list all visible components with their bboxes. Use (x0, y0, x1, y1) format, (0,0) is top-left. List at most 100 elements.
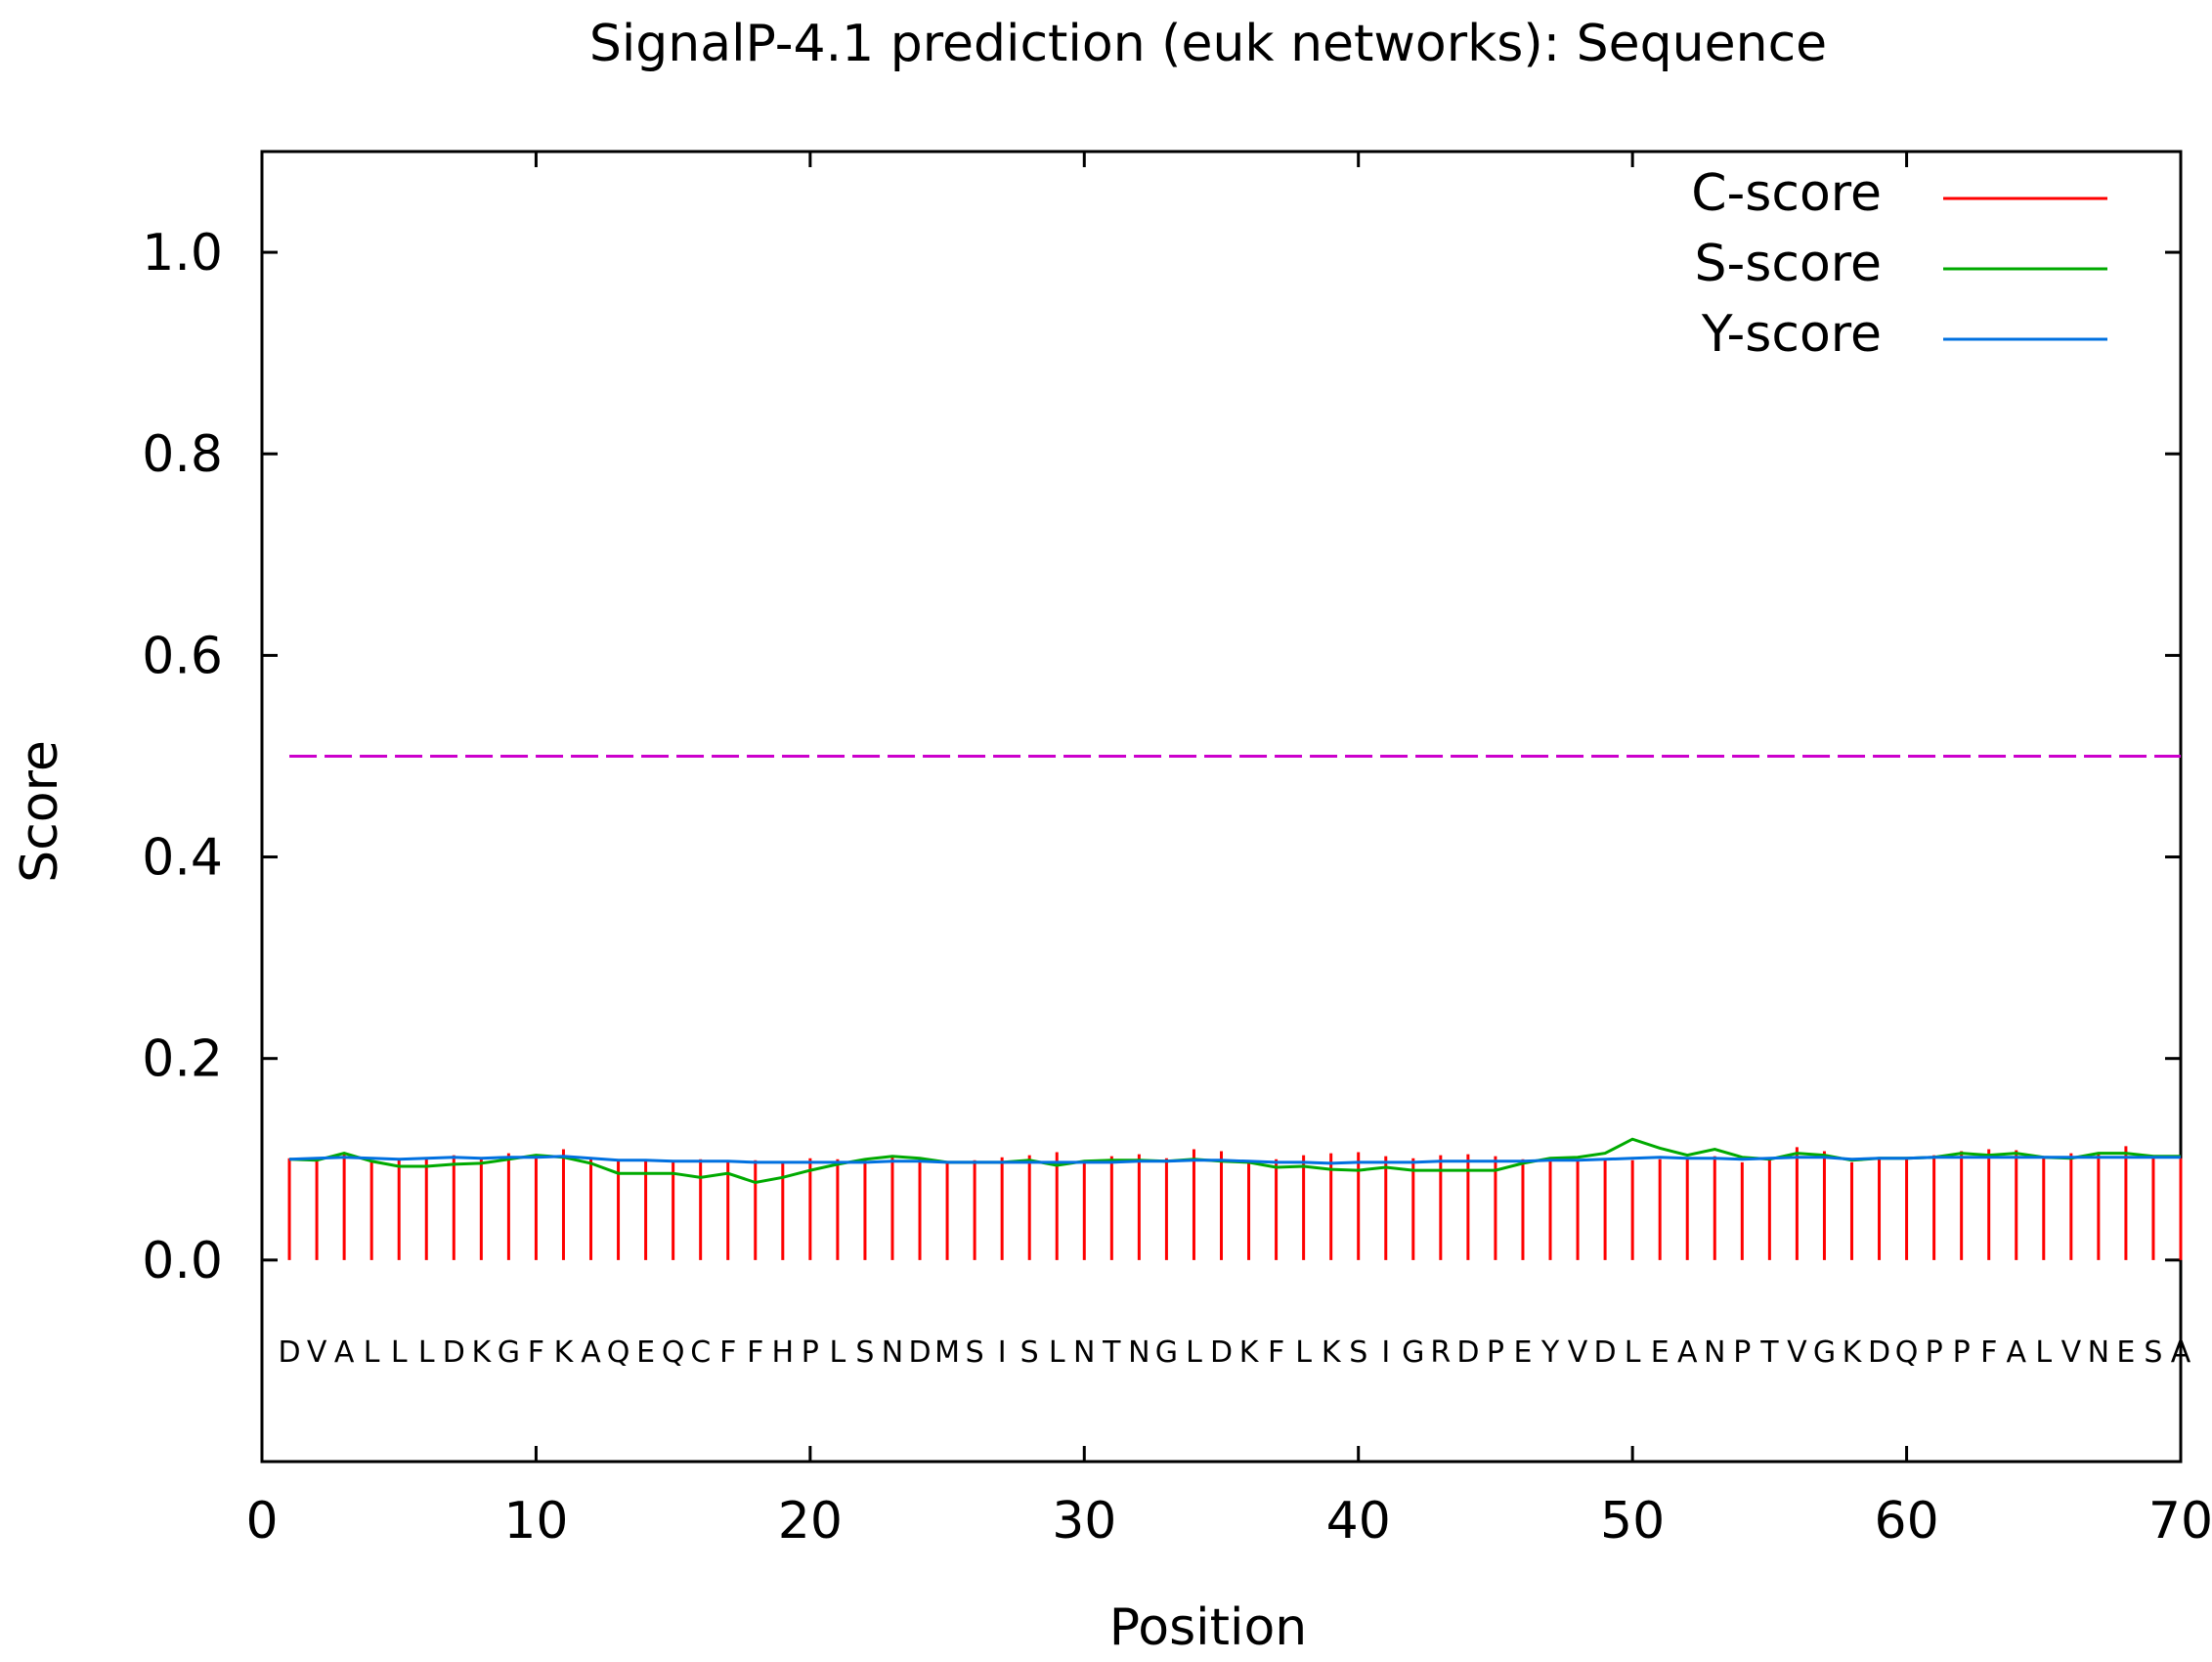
residue-label: S (1349, 1335, 1367, 1370)
c-score-series (287, 1146, 2183, 1260)
x-tick-label: 0 (245, 1492, 278, 1551)
residue-label: Q (607, 1335, 630, 1370)
residue-label: N (1073, 1335, 1095, 1370)
y-axis-label: Score (11, 740, 69, 883)
residue-label: D (1456, 1335, 1479, 1370)
x-tick-label: 70 (2148, 1492, 2212, 1551)
legend: C-score S-score Y-score (1691, 164, 2107, 364)
y-tick-label: 0.8 (142, 425, 223, 484)
residue-label: K (554, 1335, 575, 1370)
residue-label: T (1102, 1335, 1121, 1370)
x-tick-label: 30 (1052, 1492, 1116, 1551)
residue-label: L (1049, 1335, 1065, 1370)
y-tick-label: 0.6 (142, 627, 223, 685)
residue-label: V (2061, 1335, 2082, 1370)
plot-area (260, 150, 2183, 1464)
residue-label: H (772, 1335, 795, 1370)
residue-label: G (1155, 1335, 1178, 1370)
residue-label: I (1381, 1335, 1390, 1370)
residue-label: N (1128, 1335, 1149, 1370)
residue-label: V (1568, 1335, 1588, 1370)
residue-label: K (1322, 1335, 1342, 1370)
residue-label: P (1953, 1335, 1971, 1370)
legend-label-y-score: Y-score (1701, 305, 1882, 364)
residue-label: L (418, 1335, 435, 1370)
x-tick-label: 50 (1600, 1492, 1665, 1551)
residue-label: F (1980, 1335, 1997, 1370)
x-tick-label: 10 (503, 1492, 568, 1551)
residue-label: F (1268, 1335, 1284, 1370)
residue-label: I (998, 1335, 1007, 1370)
residue-label: P (1487, 1335, 1504, 1370)
x-axis-label: Position (1109, 1598, 1307, 1657)
y-tick-label: 0.2 (142, 1030, 223, 1089)
residue-label: R (1430, 1335, 1451, 1370)
residue-label: P (1733, 1335, 1751, 1370)
residue-label: L (830, 1335, 846, 1370)
residue-label: K (1843, 1335, 1863, 1370)
residue-label: L (1625, 1335, 1641, 1370)
chart-title: SignalP-4.1 prediction (euk networks): S… (589, 15, 1827, 73)
x-tick-label: 40 (1326, 1492, 1391, 1551)
residue-label: E (1513, 1335, 1532, 1370)
residue-label: L (1295, 1335, 1312, 1370)
residue-label: D (1868, 1335, 1890, 1370)
residue-label: C (690, 1335, 711, 1370)
residue-label: Y (1540, 1335, 1560, 1370)
residue-label: V (307, 1335, 327, 1370)
legend-label-s-score: S-score (1695, 235, 1883, 293)
residue-label: F (719, 1335, 736, 1370)
residue-label: L (391, 1335, 408, 1370)
residue-label: L (1186, 1335, 1202, 1370)
residue-label: D (443, 1335, 465, 1370)
residue-label: N (2088, 1335, 2109, 1370)
residue-label: D (908, 1335, 931, 1370)
x-tick-label: 60 (1874, 1492, 1938, 1551)
residue-label: N (1704, 1335, 1725, 1370)
y-tick-label: 1.0 (142, 224, 223, 283)
residue-label: K (471, 1335, 492, 1370)
y-tick-label: 0.0 (142, 1232, 223, 1290)
y-score-line (288, 1155, 2181, 1165)
residue-label: S (2144, 1335, 2162, 1370)
residue-label: A (2171, 1335, 2191, 1370)
residue-label: Q (1895, 1335, 1919, 1370)
residue-label: A (581, 1335, 601, 1370)
residue-label: P (802, 1335, 819, 1370)
residue-label: V (1787, 1335, 1807, 1370)
residue-label: G (1402, 1335, 1424, 1370)
residue-label: E (1651, 1335, 1670, 1370)
residue-label: D (1210, 1335, 1233, 1370)
plot-frame (260, 150, 2183, 1464)
residue-label: S (1020, 1335, 1039, 1370)
y-axis: 0.0 0.2 0.4 0.6 0.8 1.0 (142, 224, 2181, 1290)
residue-label: D (1594, 1335, 1617, 1370)
residue-label: L (2035, 1335, 2052, 1370)
residue-label: T (1759, 1335, 1779, 1370)
residue-label: Q (662, 1335, 685, 1370)
residue-label: E (636, 1335, 655, 1370)
residue-label: L (364, 1335, 380, 1370)
residue-label: G (1813, 1335, 1836, 1370)
legend-label-c-score: C-score (1691, 164, 1882, 223)
y-tick-label: 0.4 (142, 829, 223, 888)
residue-label: P (1926, 1335, 1943, 1370)
residue-label: K (1239, 1335, 1260, 1370)
residue-label: A (334, 1335, 355, 1370)
residue-label: F (747, 1335, 763, 1370)
residue-label: M (934, 1335, 960, 1370)
residue-label: D (278, 1335, 300, 1370)
residue-label: S (855, 1335, 874, 1370)
residue-label: G (498, 1335, 520, 1370)
residue-label: E (2116, 1335, 2135, 1370)
x-axis: 0 10 20 30 40 50 60 70 (245, 152, 2212, 1551)
residue-label: N (882, 1335, 903, 1370)
x-tick-label: 20 (778, 1492, 843, 1551)
residue-label: S (966, 1335, 984, 1370)
residue-label: A (2006, 1335, 2026, 1370)
residue-label: F (528, 1335, 544, 1370)
residue-label: A (1677, 1335, 1698, 1370)
